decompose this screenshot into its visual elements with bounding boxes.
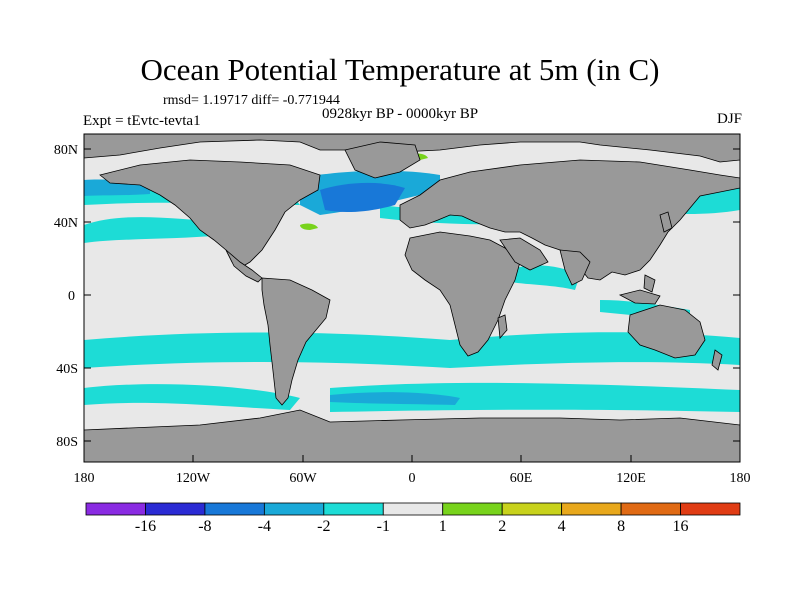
- x-tick-label: 180: [74, 471, 95, 486]
- colorbar-label: -8: [198, 518, 212, 535]
- x-tick-label: 120W: [176, 471, 211, 486]
- map-plot-area: [84, 134, 740, 462]
- colorbar-box: [680, 502, 741, 516]
- colorbar-box: [501, 502, 563, 516]
- y-tick-label: 0: [68, 289, 75, 304]
- x-tick-label: 0: [409, 471, 416, 486]
- experiment-label: Expt = tEvtc-tevta1: [83, 113, 201, 129]
- x-tick-marks: [83, 455, 741, 462]
- colorbar-box: [561, 502, 622, 516]
- colorbar-label: 2: [498, 518, 507, 535]
- y-tick-label: 80N: [54, 143, 78, 158]
- colorbar-label: -4: [257, 518, 272, 535]
- colorbar: [85, 502, 741, 516]
- colorbar-box: [204, 502, 265, 516]
- land-masses: [84, 134, 740, 462]
- period-label: 0928kyr BP - 0000kyr BP: [322, 106, 479, 122]
- colorbar-label: 1: [438, 518, 447, 535]
- colorbar-label: -16: [134, 518, 157, 535]
- colorbar-box: [442, 502, 503, 516]
- colorbar-box: [382, 502, 444, 516]
- colorbar-label: 8: [617, 518, 626, 535]
- season-label: DJF: [716, 111, 742, 127]
- colorbar-label: -1: [376, 518, 390, 535]
- x-tick-label: 120E: [616, 471, 646, 486]
- colorbar-box: [620, 502, 681, 516]
- y-tick-label: 40N: [54, 216, 78, 231]
- y-tick-marks: [84, 148, 740, 442]
- y-tick-label: 40S: [56, 362, 78, 377]
- x-tick-label: 180: [730, 471, 751, 486]
- x-tick-label: 60E: [510, 471, 533, 486]
- y-tick-label: 80S: [56, 435, 78, 450]
- colorbar-label: 4: [557, 518, 566, 535]
- colorbar-box: [85, 502, 146, 516]
- colorbar-box: [323, 502, 384, 516]
- plot-title: Ocean Potential Temperature at 5m (in C): [140, 52, 660, 87]
- colorbar-label: 16: [672, 518, 689, 535]
- colorbar-label: -2: [317, 518, 331, 535]
- x-tick-label: 60W: [289, 471, 317, 486]
- stats-text: rmsd= 1.19717 diff= -0.771944: [163, 93, 340, 108]
- colorbar-box: [145, 502, 206, 516]
- colorbar-box: [263, 502, 325, 516]
